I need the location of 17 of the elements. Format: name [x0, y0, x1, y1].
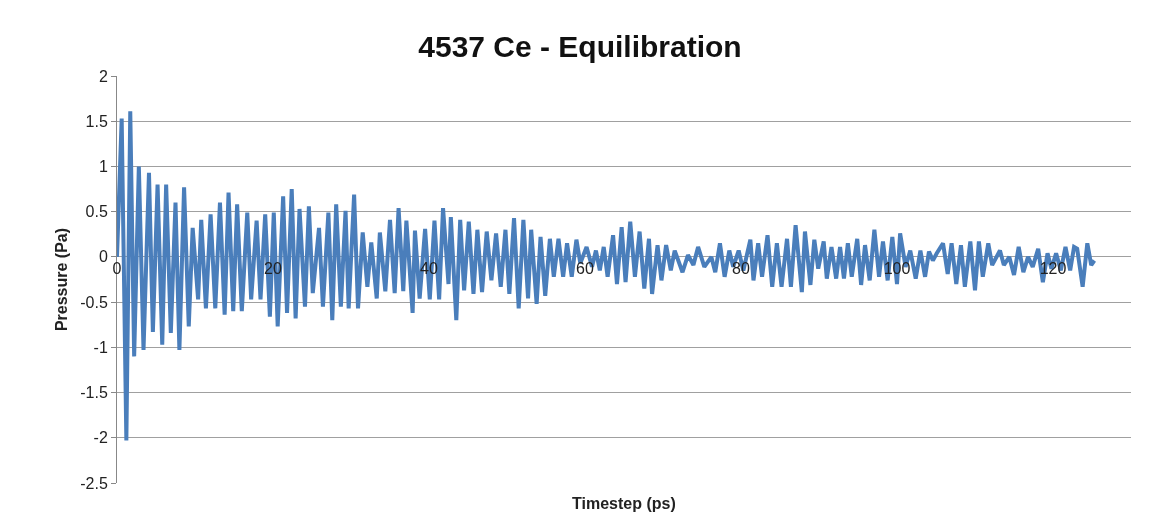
y-tick-label: -1 — [93, 338, 108, 356]
y-axis-title: Pressure (Pa) — [53, 227, 71, 332]
x-tick-label: 60 — [576, 259, 594, 277]
y-tick-label: 2 — [98, 67, 108, 85]
y-tick-label: 0.5 — [85, 203, 108, 221]
y-tick-label: 1.5 — [85, 112, 108, 130]
y-tick-label: -1.5 — [80, 384, 108, 402]
x-tick-label: 120 — [1039, 259, 1067, 277]
chart-title: 4537 Ce - Equilibration — [418, 30, 742, 64]
y-tick-label: 0 — [98, 248, 108, 266]
y-tick-label: -2.5 — [80, 474, 108, 492]
x-tick-label: 80 — [732, 259, 750, 277]
y-tick-label: 1 — [98, 158, 108, 176]
x-axis-title: Timestep (ps) — [572, 495, 676, 512]
x-tick-label: 0 — [112, 259, 122, 277]
y-tick-label: -0.5 — [80, 293, 108, 311]
y-tick-label: -2 — [93, 429, 108, 447]
